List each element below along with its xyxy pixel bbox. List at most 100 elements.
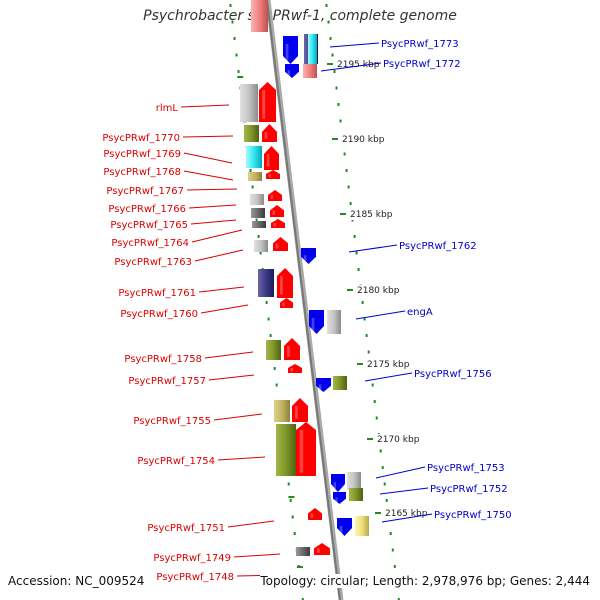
forward-gene-arrow — [264, 146, 279, 170]
outer-tick — [363, 317, 366, 321]
feature-highlight — [266, 154, 270, 167]
feature-block — [349, 488, 363, 501]
gene-features — [240, 0, 369, 556]
inner-tick — [249, 169, 252, 172]
outer-tick — [389, 532, 392, 535]
forward-gene-arrow — [271, 219, 285, 228]
feature-block — [296, 547, 310, 556]
outer-tick — [375, 416, 378, 420]
feature-highlight — [264, 132, 268, 139]
gene-label: PsycPRwf_1768 — [103, 167, 181, 178]
outer-tick — [353, 235, 356, 238]
outer-tick — [345, 169, 348, 172]
feature-highlight — [318, 384, 322, 390]
outer-tick — [391, 548, 394, 552]
outer-tick — [343, 152, 346, 156]
ruler-label: 2165 kbp — [385, 509, 428, 519]
feature-block — [308, 34, 317, 64]
inner-major-tick — [288, 496, 295, 498]
ruler-major-tick — [347, 289, 353, 291]
feature-highlight — [262, 90, 266, 119]
feature-highlight — [275, 243, 279, 249]
reverse-gene-arrow — [301, 248, 316, 264]
forward-gene-arrow — [262, 124, 277, 142]
inner-tick — [289, 499, 292, 502]
gene-label: PsycPRwf_1769 — [103, 149, 181, 160]
outer-tick — [347, 185, 350, 189]
reverse-gene-arrow — [316, 378, 331, 392]
inner-tick — [257, 235, 260, 238]
leader-line — [381, 513, 433, 523]
gene-label: PsycPRwf_1754 — [137, 456, 215, 467]
ruler-label: 2170 kbp — [377, 435, 420, 445]
feature-highlight — [287, 70, 290, 76]
ruler-major-tick — [340, 213, 346, 215]
gene-label: PsycPRwf_1751 — [147, 523, 225, 534]
leader-line — [227, 520, 275, 528]
inner-tick — [301, 598, 304, 600]
gene-label: PsycPRwf_1749 — [153, 553, 231, 564]
forward-gene-arrow — [280, 298, 293, 308]
gene-label: PsycPRwf_1766 — [108, 204, 186, 215]
feature-block — [355, 516, 369, 536]
forward-gene-arrow — [266, 170, 280, 179]
feature-highlight — [290, 368, 293, 372]
ruler-label: 2175 kbp — [367, 360, 410, 370]
ruler-label-bg — [365, 359, 410, 370]
leader-line — [190, 219, 237, 225]
gene-label: PsycPRwf_1755 — [133, 416, 211, 427]
leader-line — [348, 244, 398, 253]
ruler-label: 2195 kbp — [337, 60, 380, 70]
map-title: Psychrobacter sp. PRwf-1, complete genom… — [143, 8, 457, 24]
leader-line — [320, 62, 382, 72]
gene-label: PsycPRwf_1748 — [156, 572, 234, 583]
forward-gene-arrow — [288, 364, 302, 373]
feature-highlight — [316, 548, 320, 553]
reverse-gene-arrow — [331, 474, 345, 492]
leader-line — [194, 249, 244, 262]
outer-tick — [373, 400, 376, 403]
inner-tick — [287, 482, 290, 486]
outer-tick — [337, 103, 340, 106]
leader-line — [183, 152, 233, 164]
ruler-major-tick — [327, 63, 333, 65]
inner-tick — [235, 53, 238, 57]
outer-tick — [325, 4, 328, 7]
gene-label: engA — [407, 307, 433, 318]
outer-tick — [379, 449, 382, 453]
forward-gene-arrow — [284, 338, 300, 360]
outer-tick — [333, 70, 336, 73]
topology-text: Topology: circular; Length: 2,978,976 bp… — [260, 574, 590, 588]
feature-highlight — [303, 255, 307, 262]
outer-tick — [385, 499, 388, 502]
leader-line — [208, 374, 255, 381]
inner-tick — [275, 383, 278, 387]
feature-highlight — [270, 194, 273, 199]
inner-tick — [251, 185, 254, 189]
feature-highlight — [273, 223, 276, 227]
gene-labels: 2195 kbp 2190 kbp 2185 kbp 2180 kbp 2175 kbp… — [102, 39, 511, 583]
ruler-major-tick — [367, 438, 373, 440]
leader-line — [200, 304, 249, 314]
feature-block — [274, 400, 290, 422]
outer-tick — [365, 334, 368, 337]
feature-highlight — [311, 318, 315, 331]
ruler-label: 2190 kbp — [342, 135, 385, 145]
inner-major-tick — [237, 76, 244, 78]
outer-tick — [327, 20, 330, 24]
leader-line — [186, 188, 238, 191]
gene-label: PsycPRwf_1762 — [399, 241, 477, 252]
forward-gene-arrow — [314, 543, 330, 555]
inner-tick — [267, 317, 270, 321]
forward-gene-arrow — [308, 508, 322, 520]
gene-label: PsycPRwf_1763 — [114, 257, 192, 268]
ruler-major-tick — [375, 512, 381, 514]
outer-tick — [355, 251, 358, 255]
leader-line — [213, 413, 263, 421]
feature-block — [254, 240, 268, 252]
inner-tick — [291, 515, 294, 519]
reverse-gene-arrow — [337, 518, 352, 536]
gene-label: PsycPRwf_1770 — [102, 133, 180, 144]
forward-gene-arrow — [273, 237, 288, 251]
inner-tick — [269, 334, 272, 337]
